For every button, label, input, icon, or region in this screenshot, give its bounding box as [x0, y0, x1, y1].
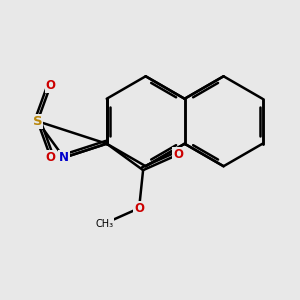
Text: CH₃: CH₃: [95, 219, 113, 229]
Text: O: O: [173, 148, 183, 161]
Text: N: N: [59, 151, 69, 164]
Text: S: S: [33, 115, 42, 128]
Text: O: O: [46, 151, 56, 164]
Text: O: O: [46, 79, 56, 92]
Text: O: O: [134, 202, 144, 215]
